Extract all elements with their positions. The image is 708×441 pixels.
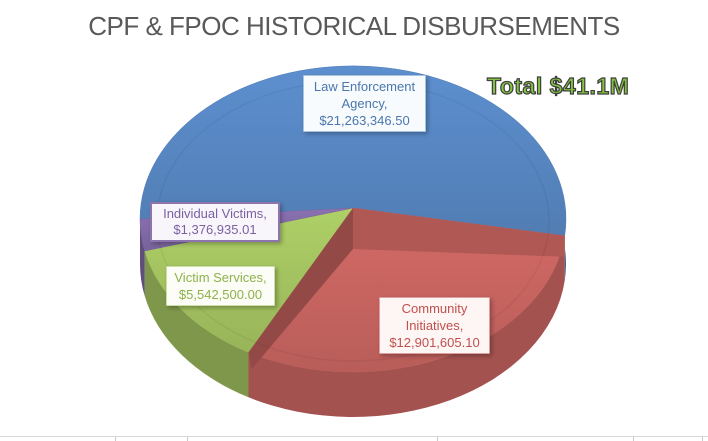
spreadsheet-grid-tick <box>702 437 703 441</box>
pie-facet-community-initiatives-left <box>248 208 353 370</box>
data-label-value: $12,901,605.10 <box>389 335 480 350</box>
data-label-value: $1,376,935.01 <box>173 222 257 237</box>
data-label-community-initiatives[interactable]: Community Initiatives, $12,901,605.10 <box>379 297 490 354</box>
spreadsheet-grid-tick <box>187 437 188 441</box>
total-annotation[interactable]: Total $41.1M <box>486 72 630 99</box>
pie-side-community-initiatives <box>248 235 565 417</box>
data-label-value: $21,263,346.50 <box>319 113 410 128</box>
data-label-value: $5,542,500.00 <box>178 287 263 302</box>
data-label-category: Community Initiatives, <box>401 301 468 333</box>
data-label-victim-services[interactable]: Victim Services, $5,542,500.00 <box>166 266 275 306</box>
pie-side-victim-services <box>144 251 249 398</box>
spreadsheet-grid-tick <box>633 437 634 441</box>
data-label-individual-victims[interactable]: Individual Victims, $1,376,935.01 <box>150 202 280 242</box>
spreadsheet-gridline <box>0 436 708 437</box>
pie-facet-community-initiatives-right <box>353 208 565 257</box>
pie-slice-law-enforcement-agency[interactable] <box>139 65 567 237</box>
data-label-category: Law Enforcement Agency, <box>313 79 416 111</box>
data-label-category: Victim Services, <box>174 270 267 285</box>
pie-side-individual-victims <box>140 219 145 296</box>
spreadsheet-grid-tick <box>437 437 438 441</box>
spreadsheet-grid-tick <box>115 437 116 441</box>
data-label-category: Individual Victims, <box>163 206 267 221</box>
data-label-law-enforcement-agency[interactable]: Law Enforcement Agency, $21,263,346.50 <box>303 75 426 132</box>
chart-title[interactable]: CPF & FPOC HISTORICAL DISBURSEMENTS <box>88 11 620 41</box>
